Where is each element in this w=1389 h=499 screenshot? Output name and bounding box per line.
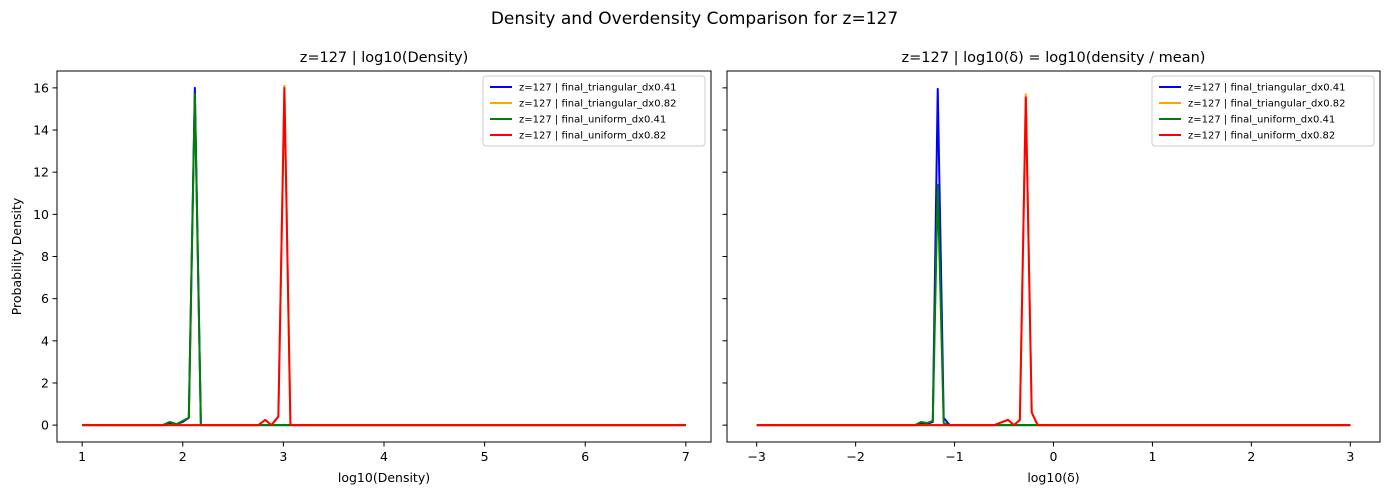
legend-box (482, 75, 706, 147)
x-tick-label: 1 (78, 449, 86, 464)
legend-label: z=127 | final_triangular_dx0.82 (519, 99, 677, 110)
x-tick-label: 3 (279, 449, 287, 464)
y-tick-label: 6 (41, 291, 49, 306)
legend-label: z=127 | final_uniform_dx0.41 (1188, 115, 1335, 126)
x-tick-label: 7 (682, 449, 690, 464)
x-tick-label: 2 (179, 449, 187, 464)
y-tick-label: 8 (41, 249, 49, 264)
series-line-4 (82, 86, 686, 427)
legend: z=127 | final_triangular_dx0.41 z=127 | f… (1151, 75, 1375, 147)
x-tick-label: 1 (1148, 449, 1156, 464)
legend-label: z=127 | final_uniform_dx0.82 (519, 131, 666, 142)
y-tick-label: 14 (33, 123, 49, 138)
legend-label: z=127 | final_triangular_dx0.41 (519, 83, 677, 94)
figure-title: Density and Overdensity Comparison for z… (491, 9, 898, 29)
panel-title: z=127 | log10(Density) (300, 50, 469, 66)
panel-density: z=127 | log10(Density)1 2 3 4 5 6 702468101214… (9, 50, 712, 485)
x-tick-label: −3 (747, 449, 765, 464)
legend: z=127 | final_triangular_dx0.41 z=127 | f… (482, 75, 706, 147)
x-tick-label: 5 (481, 449, 489, 464)
x-tick-label: −2 (846, 449, 864, 464)
y-axis-label: Probability Density (9, 197, 24, 315)
y-tick-label: 10 (33, 207, 49, 222)
x-tick-label: 4 (380, 449, 388, 464)
x-axis-label: log10(δ) (1027, 470, 1079, 485)
x-tick-label: 3 (1346, 449, 1354, 464)
x-tick-label: 0 (1050, 449, 1058, 464)
x-axis-label: log10(Density) (338, 470, 430, 485)
x-tick-label: 2 (1247, 449, 1255, 464)
legend-label: z=127 | final_triangular_dx0.41 (1188, 83, 1346, 94)
legend-label: z=127 | final_triangular_dx0.82 (1188, 99, 1346, 110)
y-tick-label: 0 (41, 418, 49, 433)
y-tick-label: 2 (41, 375, 49, 390)
series-line-4 (756, 96, 1351, 427)
y-tick-label: 16 (33, 80, 49, 95)
x-tick-label: −1 (945, 449, 963, 464)
legend-label: z=127 | final_uniform_dx0.41 (519, 115, 666, 126)
x-tick-label: 6 (581, 449, 589, 464)
panel-title: z=127 | log10(δ) = log10(density / mean) (902, 50, 1206, 66)
legend-label: z=127 | final_uniform_dx0.82 (1188, 131, 1335, 142)
y-tick-label: 4 (41, 333, 49, 348)
panel-overdensity: z=127 | log10(δ) = log10(density / mean)… (722, 50, 1381, 485)
legend-box (1151, 75, 1375, 147)
y-tick-label: 12 (33, 165, 49, 180)
